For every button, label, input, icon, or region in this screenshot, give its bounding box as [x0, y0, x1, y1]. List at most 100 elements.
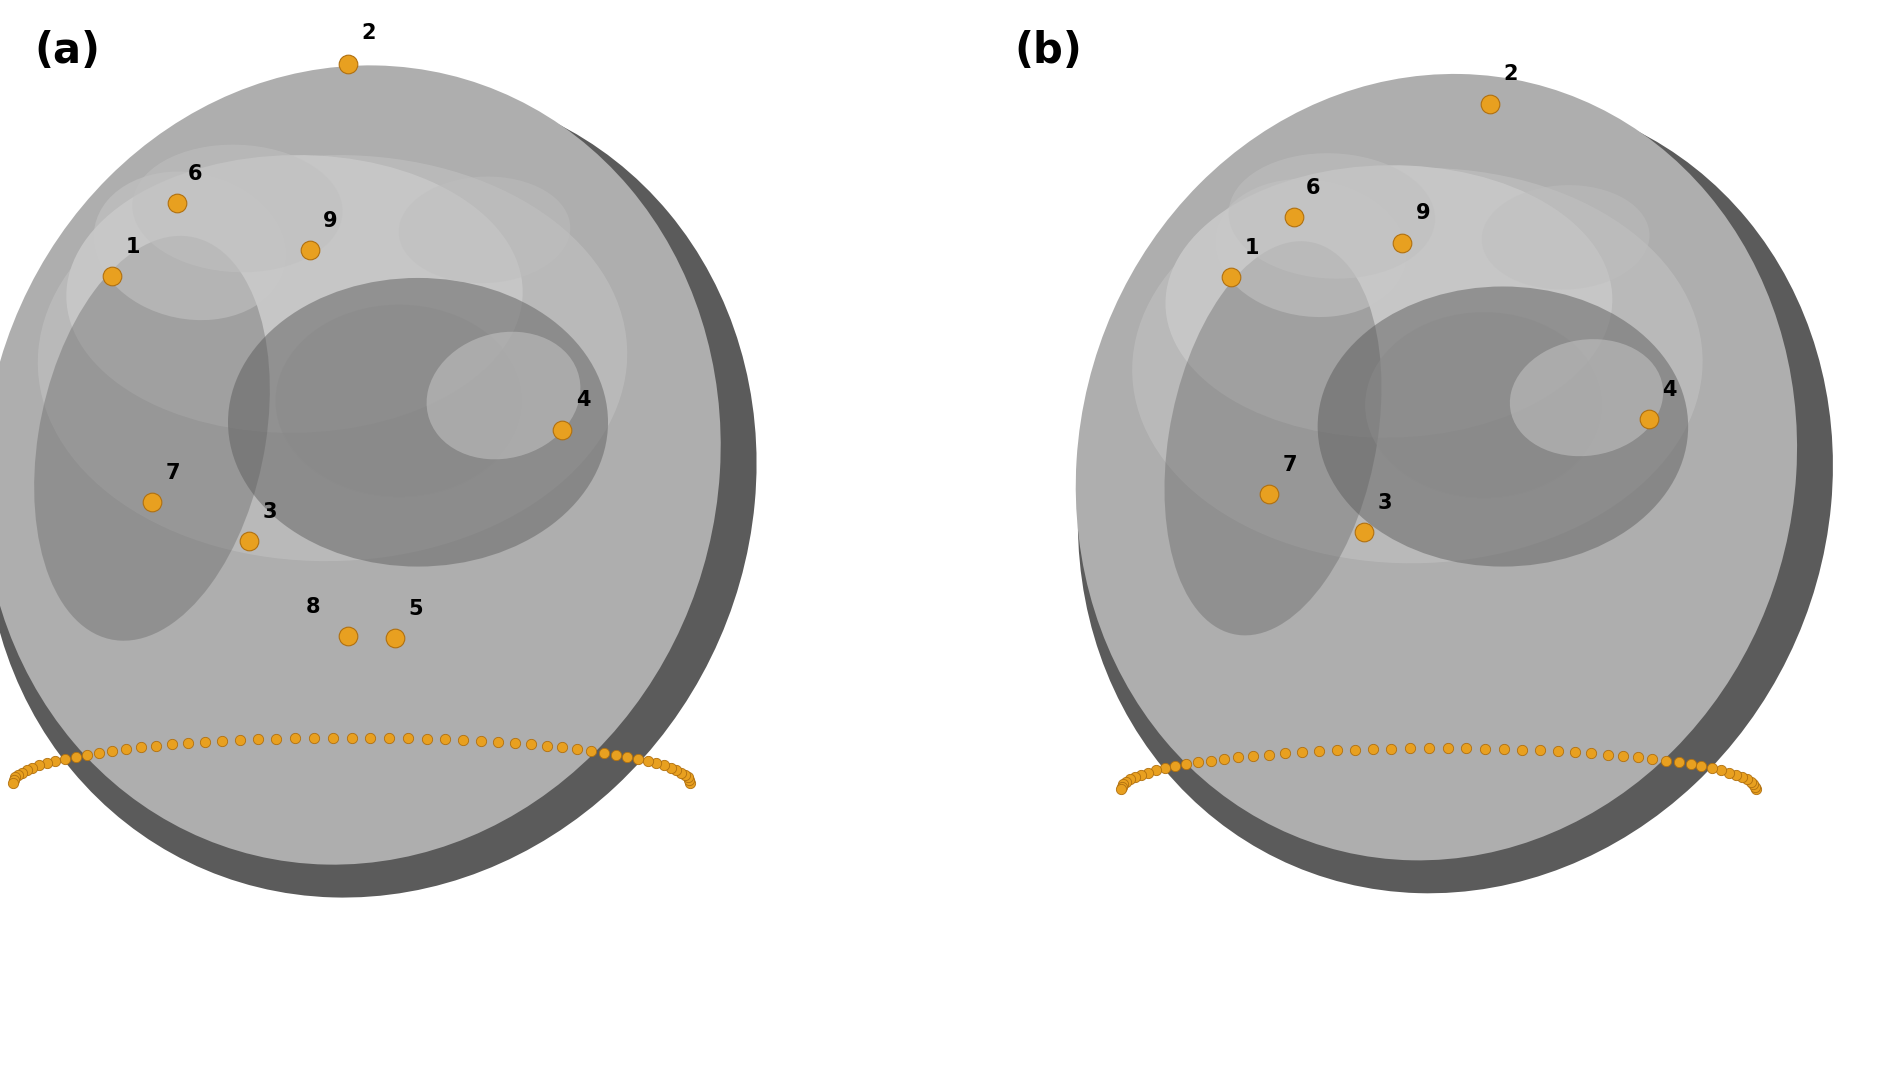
Point: [97, 267, 127, 284]
Point: [1387, 234, 1417, 251]
Point: [1159, 758, 1189, 775]
Point: [0, 772, 28, 789]
Point: [1452, 740, 1482, 757]
Point: [466, 732, 496, 749]
Point: [0, 774, 28, 791]
Point: [1687, 758, 1718, 775]
Point: [669, 766, 699, 784]
Ellipse shape: [276, 305, 522, 497]
Point: [483, 733, 513, 750]
Point: [17, 759, 48, 776]
Point: [393, 730, 424, 747]
Ellipse shape: [228, 278, 608, 567]
Ellipse shape: [1364, 312, 1604, 498]
Point: [1471, 740, 1501, 757]
Point: [1303, 743, 1334, 760]
Point: [1119, 769, 1150, 786]
Point: [234, 532, 264, 549]
Point: [61, 748, 91, 765]
Point: [1395, 740, 1425, 757]
Point: [500, 734, 530, 752]
Point: [32, 755, 63, 772]
Point: [40, 753, 70, 770]
Point: [1286, 744, 1317, 761]
Text: 3: 3: [262, 501, 277, 522]
Point: [162, 195, 192, 212]
Point: [1132, 764, 1163, 781]
Point: [332, 56, 363, 73]
Text: 1: 1: [1244, 237, 1260, 258]
Point: [547, 421, 578, 438]
Point: [1738, 776, 1769, 793]
Point: [336, 729, 367, 746]
Point: [1115, 771, 1146, 788]
Text: 6: 6: [188, 164, 203, 184]
Point: [332, 628, 363, 645]
Point: [25, 757, 55, 774]
Point: [11, 761, 42, 778]
Ellipse shape: [1077, 94, 1834, 894]
Point: [141, 738, 171, 755]
Point: [1376, 740, 1406, 757]
Text: 2: 2: [361, 22, 376, 43]
Point: [49, 750, 80, 768]
Point: [1735, 773, 1765, 790]
Text: 4: 4: [1662, 379, 1678, 400]
Ellipse shape: [38, 155, 627, 561]
Point: [0, 769, 30, 786]
Point: [1592, 746, 1623, 763]
Point: [1239, 747, 1269, 764]
Point: [355, 729, 386, 746]
Point: [1507, 741, 1537, 758]
Ellipse shape: [1319, 286, 1689, 567]
Point: [673, 769, 703, 786]
Point: [648, 757, 678, 774]
Text: 7: 7: [1282, 454, 1298, 475]
Ellipse shape: [1075, 74, 1797, 861]
Point: [260, 730, 291, 747]
Point: [612, 748, 642, 765]
Ellipse shape: [0, 65, 720, 865]
Point: [125, 739, 156, 756]
Point: [429, 731, 460, 748]
Point: [517, 735, 547, 753]
Text: 7: 7: [165, 463, 180, 483]
Point: [137, 494, 167, 511]
Point: [156, 735, 186, 753]
Text: (a): (a): [34, 30, 101, 72]
Point: [1560, 744, 1590, 761]
Ellipse shape: [1229, 153, 1434, 279]
Point: [1349, 524, 1379, 541]
Point: [207, 732, 238, 749]
Point: [1322, 742, 1353, 759]
Text: (b): (b): [1015, 30, 1083, 72]
Point: [1414, 740, 1444, 757]
Point: [190, 733, 220, 750]
Point: [1125, 766, 1155, 784]
Point: [412, 730, 443, 747]
Text: 8: 8: [306, 597, 321, 617]
Point: [1433, 740, 1463, 757]
Point: [1634, 410, 1664, 428]
Ellipse shape: [34, 236, 270, 640]
Text: 4: 4: [576, 390, 591, 410]
Point: [1676, 756, 1706, 773]
Text: 6: 6: [1305, 177, 1320, 198]
Point: [633, 753, 663, 770]
Point: [1279, 208, 1309, 226]
Point: [1269, 745, 1300, 762]
Point: [1208, 750, 1239, 768]
Text: 2: 2: [1503, 64, 1518, 84]
Point: [1474, 95, 1505, 112]
Point: [110, 741, 141, 758]
Point: [1740, 778, 1771, 795]
Point: [1358, 741, 1389, 758]
Point: [224, 731, 255, 748]
Point: [243, 731, 274, 748]
Text: 3: 3: [1378, 493, 1393, 513]
Point: [1150, 760, 1180, 777]
Point: [1651, 753, 1682, 770]
Point: [1106, 778, 1136, 795]
Point: [661, 761, 692, 778]
Point: [1182, 754, 1212, 771]
